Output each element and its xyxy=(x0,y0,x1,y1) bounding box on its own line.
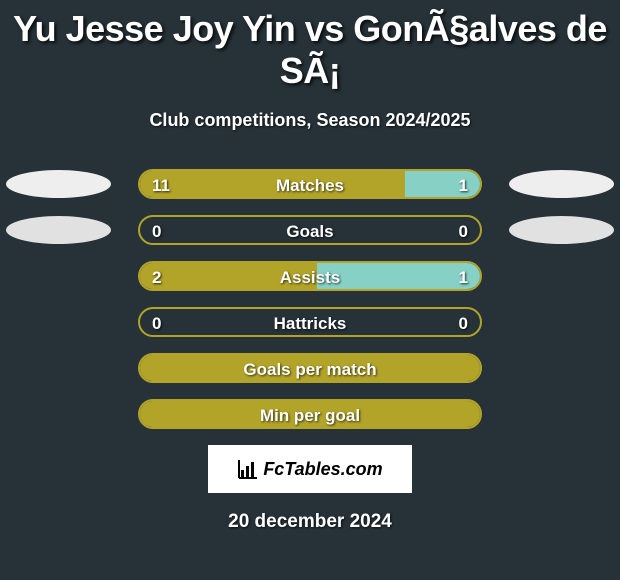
player1-segment xyxy=(140,355,480,383)
stat-bar: Assists21 xyxy=(138,261,482,291)
player1-segment xyxy=(140,263,317,291)
chart-icon xyxy=(237,458,259,480)
player2-value: 0 xyxy=(459,309,468,337)
stat-row: Goals0 0 xyxy=(0,215,620,245)
logo-text: FcTables.com xyxy=(263,459,382,480)
player2-segment xyxy=(405,171,480,199)
player2-segment xyxy=(317,263,480,291)
stat-label: Goals xyxy=(140,217,480,245)
stat-label: Hattricks xyxy=(140,309,480,337)
page-subtitle: Club competitions, Season 2024/2025 xyxy=(0,110,620,131)
player1-segment xyxy=(140,171,405,199)
player2-avatar xyxy=(509,216,614,244)
stat-bar: Matches111 xyxy=(138,169,482,199)
stat-row: Min per goal xyxy=(0,399,620,429)
stat-bar: Goals per match xyxy=(138,353,482,383)
player1-segment xyxy=(140,401,480,429)
player2-avatar xyxy=(509,170,614,198)
player1-value: 0 xyxy=(152,217,161,245)
stat-bar: Hattricks0 0 xyxy=(138,307,482,337)
stat-row: Hattricks0 0 xyxy=(0,307,620,337)
player1-value: 0 xyxy=(152,309,161,337)
stat-bar: Min per goal xyxy=(138,399,482,429)
player1-avatar xyxy=(6,216,111,244)
stat-row: Matches111 xyxy=(0,169,620,199)
stat-bar: Goals0 0 xyxy=(138,215,482,245)
date-label: 20 december 2024 xyxy=(0,511,620,533)
player1-avatar xyxy=(6,170,111,198)
fctables-logo: FcTables.com xyxy=(208,445,412,493)
stats-container: Matches111Goals00Assists21Hattricks00Goa… xyxy=(0,169,620,429)
stat-row: Assists21 xyxy=(0,261,620,291)
player2-value: 0 xyxy=(459,217,468,245)
page-title: Yu Jesse Joy Yin vs GonÃ§alves de SÃ¡ xyxy=(0,0,620,92)
stat-row: Goals per match xyxy=(0,353,620,383)
